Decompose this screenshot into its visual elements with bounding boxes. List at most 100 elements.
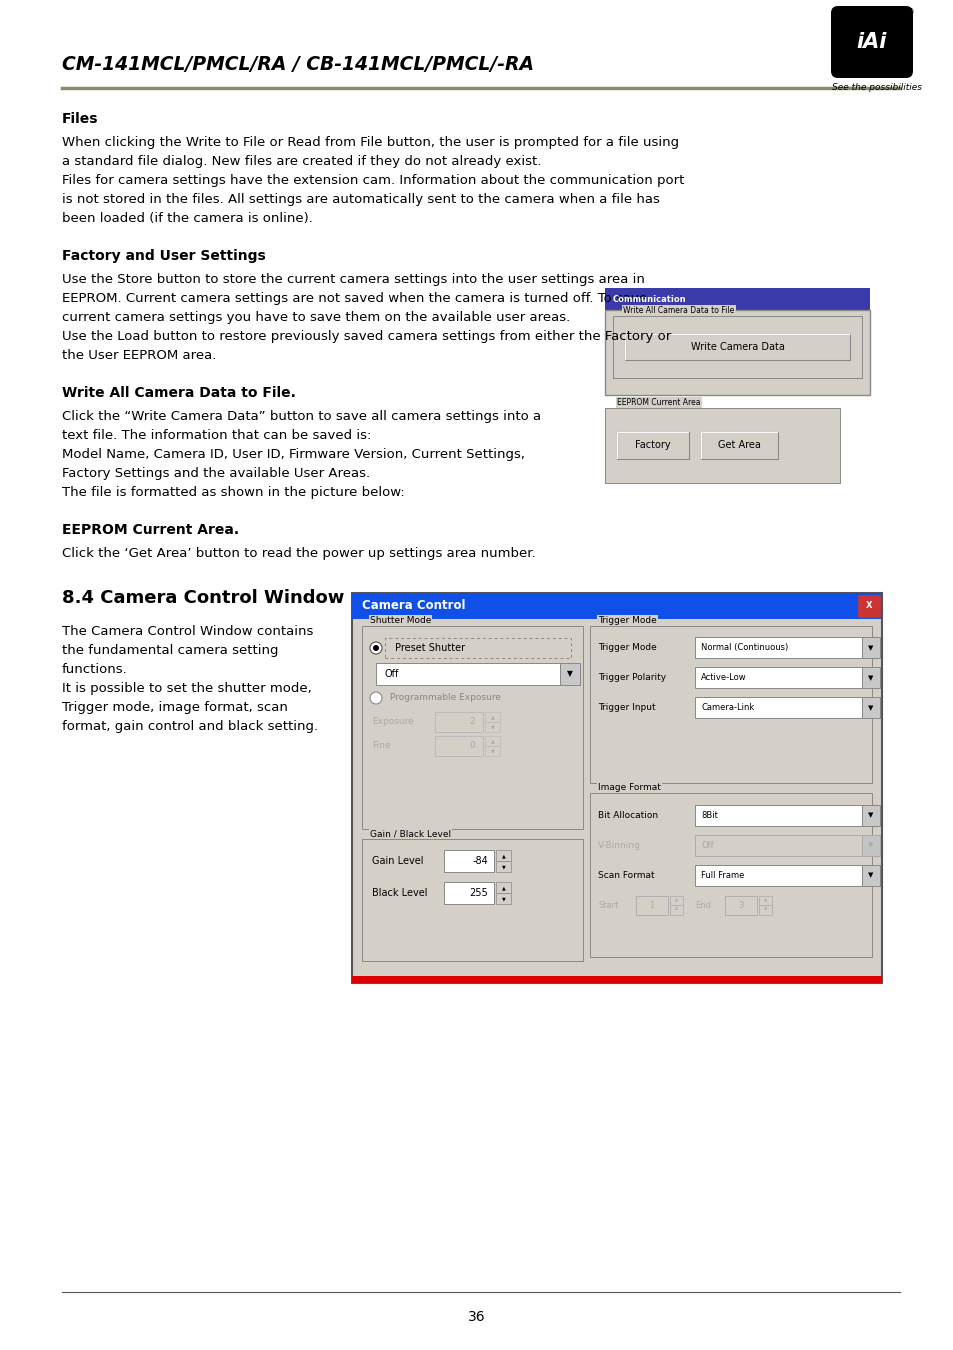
Text: Write All Camera Data to File.: Write All Camera Data to File. bbox=[62, 386, 295, 400]
Bar bbox=[443, 883, 494, 905]
Text: -84: -84 bbox=[472, 856, 488, 867]
Bar bbox=[496, 861, 511, 872]
Bar bbox=[484, 736, 499, 747]
Text: a standard file dialog. New files are created if they do not already exist.: a standard file dialog. New files are cr… bbox=[62, 155, 540, 167]
Text: ®: ® bbox=[906, 8, 914, 18]
Text: End: End bbox=[695, 900, 710, 910]
Text: ▼: ▼ bbox=[567, 670, 573, 679]
Text: V-Binning: V-Binning bbox=[598, 841, 640, 849]
Bar bbox=[695, 834, 862, 856]
Text: 255: 255 bbox=[469, 888, 488, 899]
Bar bbox=[759, 895, 771, 905]
Bar bbox=[484, 722, 499, 732]
Text: Camera Control: Camera Control bbox=[361, 599, 465, 613]
Text: Black Level: Black Level bbox=[372, 888, 427, 899]
Text: Use the Load button to restore previously saved camera settings from either the : Use the Load button to restore previousl… bbox=[62, 329, 671, 343]
Text: 2: 2 bbox=[469, 717, 475, 726]
Text: ▼: ▼ bbox=[867, 645, 873, 651]
Text: iAi: iAi bbox=[856, 32, 886, 53]
Text: Gain Level: Gain Level bbox=[372, 856, 423, 867]
Text: Preset Shutter: Preset Shutter bbox=[395, 643, 465, 653]
Bar bbox=[636, 895, 667, 914]
Bar bbox=[724, 895, 757, 914]
Text: ▼: ▼ bbox=[867, 872, 873, 878]
Text: ▲: ▲ bbox=[763, 898, 766, 902]
Text: Trigger Mode: Trigger Mode bbox=[598, 644, 657, 652]
Text: text file. The information that can be saved is:: text file. The information that can be s… bbox=[62, 429, 371, 441]
Bar bbox=[613, 316, 862, 378]
Text: functions.: functions. bbox=[62, 663, 128, 676]
Bar bbox=[862, 698, 879, 718]
Text: Shutter Mode: Shutter Mode bbox=[370, 616, 431, 625]
Text: Use the Store button to store the current camera settings into the user settings: Use the Store button to store the curren… bbox=[62, 273, 644, 286]
Text: ▼: ▼ bbox=[763, 907, 766, 911]
Text: Files for camera settings have the extension cam. Information about the communic: Files for camera settings have the exten… bbox=[62, 174, 683, 188]
FancyBboxPatch shape bbox=[604, 288, 869, 311]
Text: It is possible to set the shutter mode,: It is possible to set the shutter mode, bbox=[62, 682, 312, 695]
Text: Exposure: Exposure bbox=[372, 717, 414, 726]
Text: ▲: ▲ bbox=[501, 886, 505, 891]
Bar bbox=[695, 698, 862, 718]
Text: Factory: Factory bbox=[635, 440, 670, 451]
Text: ▲: ▲ bbox=[490, 738, 494, 744]
Text: Fine: Fine bbox=[372, 741, 390, 751]
Bar bbox=[862, 667, 879, 688]
Text: ▼: ▼ bbox=[501, 896, 505, 902]
Text: Communication: Communication bbox=[613, 294, 686, 304]
Text: Normal (Continuous): Normal (Continuous) bbox=[700, 644, 787, 652]
Text: Trigger Input: Trigger Input bbox=[598, 703, 655, 713]
Text: current camera settings you have to save them on the available user areas.: current camera settings you have to save… bbox=[62, 310, 570, 324]
Circle shape bbox=[373, 645, 378, 651]
Bar bbox=[361, 626, 582, 829]
Bar bbox=[862, 834, 879, 856]
Text: Off: Off bbox=[700, 841, 713, 849]
Bar bbox=[352, 976, 882, 983]
Text: See the possibilities: See the possibilities bbox=[831, 82, 921, 92]
Text: format, gain control and black setting.: format, gain control and black setting. bbox=[62, 720, 317, 733]
Text: Off: Off bbox=[384, 670, 398, 679]
Bar bbox=[590, 792, 871, 957]
Text: ▼: ▼ bbox=[490, 725, 494, 729]
Text: Trigger Mode: Trigger Mode bbox=[598, 616, 657, 625]
Bar bbox=[484, 711, 499, 722]
Text: 8.4 Camera Control Window: 8.4 Camera Control Window bbox=[62, 589, 344, 608]
FancyBboxPatch shape bbox=[830, 5, 912, 78]
Text: the fundamental camera setting: the fundamental camera setting bbox=[62, 644, 278, 657]
Text: CM-141MCL/PMCL/RA / CB-141MCL/PMCL/-RA: CM-141MCL/PMCL/RA / CB-141MCL/PMCL/-RA bbox=[62, 55, 534, 74]
Bar bbox=[670, 895, 682, 905]
Text: the User EEPROM area.: the User EEPROM area. bbox=[62, 350, 216, 362]
Text: Write Camera Data: Write Camera Data bbox=[690, 342, 783, 352]
Text: ▼: ▼ bbox=[867, 705, 873, 711]
Text: EEPROM Current Area.: EEPROM Current Area. bbox=[62, 522, 239, 537]
Text: When clicking the Write to File or Read from File button, the user is prompted f: When clicking the Write to File or Read … bbox=[62, 136, 679, 148]
Bar bbox=[435, 736, 482, 756]
Bar bbox=[862, 637, 879, 659]
Bar bbox=[695, 805, 862, 826]
Text: Factory and User Settings: Factory and User Settings bbox=[62, 248, 266, 263]
Bar bbox=[361, 840, 582, 961]
Bar bbox=[443, 850, 494, 872]
Text: Camera-Link: Camera-Link bbox=[700, 703, 754, 713]
Text: X: X bbox=[864, 602, 871, 610]
Text: Bit Allocation: Bit Allocation bbox=[598, 810, 658, 819]
Bar bbox=[375, 663, 559, 684]
Text: Programmable Exposure: Programmable Exposure bbox=[390, 694, 500, 702]
Text: Files: Files bbox=[62, 112, 98, 126]
Text: Gain / Black Level: Gain / Black Level bbox=[370, 829, 451, 838]
Text: Image Format: Image Format bbox=[598, 783, 660, 792]
Text: The Camera Control Window contains: The Camera Control Window contains bbox=[62, 625, 313, 639]
Bar bbox=[496, 883, 511, 894]
Text: ▼: ▼ bbox=[490, 748, 494, 753]
Text: Trigger Polarity: Trigger Polarity bbox=[598, 674, 665, 683]
Circle shape bbox=[370, 693, 381, 703]
Circle shape bbox=[370, 643, 381, 653]
Bar bbox=[604, 408, 840, 483]
Bar bbox=[759, 904, 771, 914]
Bar bbox=[617, 432, 688, 459]
Bar bbox=[700, 432, 778, 459]
Text: ▼: ▼ bbox=[867, 842, 873, 848]
Bar bbox=[484, 747, 499, 756]
Bar bbox=[695, 637, 862, 659]
Text: 8Bit: 8Bit bbox=[700, 810, 718, 819]
Text: Get Area: Get Area bbox=[718, 440, 760, 451]
